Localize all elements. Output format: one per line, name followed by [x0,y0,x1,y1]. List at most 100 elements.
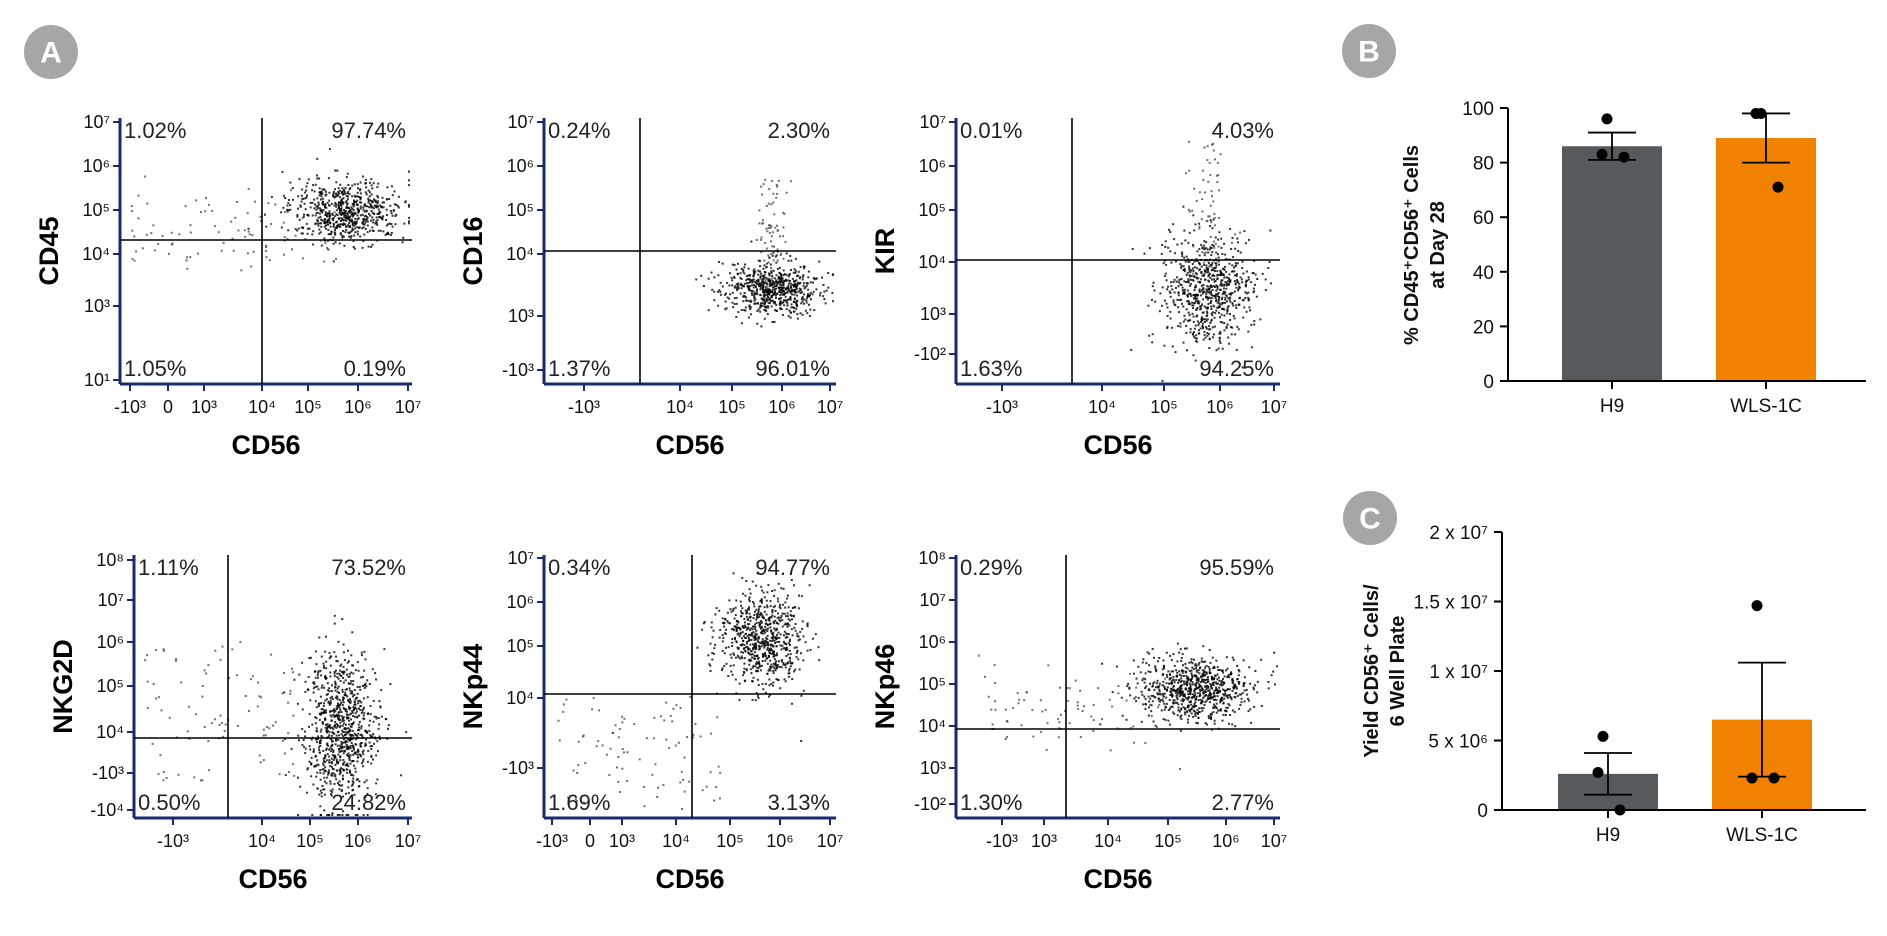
event-point [782,640,785,643]
event-point [364,178,367,181]
event-point [775,645,778,648]
event-point [368,195,371,198]
event-point [1195,664,1198,667]
event-point [784,649,787,652]
event-point [1223,694,1226,697]
event-point [331,814,334,816]
event-point [1189,686,1192,689]
event-point [754,628,757,630]
event-point [781,289,784,292]
event-point [1250,281,1253,284]
event-point [748,598,750,601]
x-tick-label: 10³ [609,831,635,851]
event-point [359,205,362,208]
event-point [408,222,410,225]
event-point [694,723,697,725]
flow-plot-3: 0.01% 4.03%1.63% 94.25%10⁷10⁶10⁵10⁴10³-10²… [870,112,1287,460]
event-point [754,638,757,641]
event-point [137,194,140,197]
event-point [733,297,736,300]
event-point [1204,291,1207,294]
event-point [773,288,776,291]
event-point [739,644,742,647]
event-point [307,676,310,679]
event-point [1234,282,1237,285]
event-point [1192,245,1195,248]
event-point [765,298,768,300]
event-point [333,215,336,218]
event-point [608,774,611,777]
event-point [1191,676,1194,679]
event-point [747,648,750,651]
event-point [323,709,326,712]
event-point [1178,695,1181,698]
event-point [769,605,772,608]
event-point [1207,215,1210,218]
event-point [330,774,333,777]
event-point [763,294,766,297]
event-point [1195,681,1198,684]
event-point [765,644,768,647]
event-point [1192,270,1195,272]
quadrant-lower-left-pct: 0.50% [138,790,200,815]
event-point [304,747,307,750]
event-point [353,194,356,197]
event-point [1191,662,1194,665]
event-point [336,715,339,718]
event-point [356,203,359,206]
event-point [731,284,734,287]
event-point [313,683,316,686]
event-point [304,690,307,693]
event-point [357,211,360,214]
event-point [774,629,777,632]
event-point [1231,709,1234,712]
event-point [1152,656,1155,659]
event-point [354,770,357,773]
event-point [738,698,741,701]
event-point [322,219,325,222]
event-point [1216,295,1219,298]
event-point [761,281,764,284]
event-point [783,612,786,615]
event-point [781,612,784,615]
scatter-events [1130,140,1272,382]
event-point [719,629,722,631]
event-point [723,664,726,667]
event-point [375,220,378,223]
event-point [1181,255,1184,258]
event-point [354,752,357,755]
event-point [1214,296,1217,299]
event-point [1211,656,1214,659]
event-point [210,722,213,725]
event-point [287,701,290,704]
event-point [346,753,348,756]
event-point [775,638,777,641]
event-point [346,217,348,220]
event-point [1170,670,1173,673]
event-point [331,774,334,777]
event-point [1195,334,1198,337]
event-point [340,199,343,202]
event-point [1213,678,1215,681]
event-point [1207,689,1210,692]
event-point [376,750,379,753]
event-point [1183,256,1186,259]
event-point [366,216,369,219]
event-point [788,289,791,292]
event-point [322,203,325,206]
event-point [349,236,352,239]
event-point [796,299,799,302]
event-point [572,769,575,772]
y-tick-label: 10⁵ [83,200,110,220]
event-point [1212,696,1215,698]
event-point [780,659,783,662]
event-point [1199,278,1202,281]
event-point [1204,674,1207,677]
event-point [1187,279,1190,282]
event-point [1194,297,1196,300]
event-point [320,735,323,737]
event-point [319,215,322,218]
event-point [349,689,352,692]
event-point [742,674,745,677]
event-point [1231,302,1234,305]
